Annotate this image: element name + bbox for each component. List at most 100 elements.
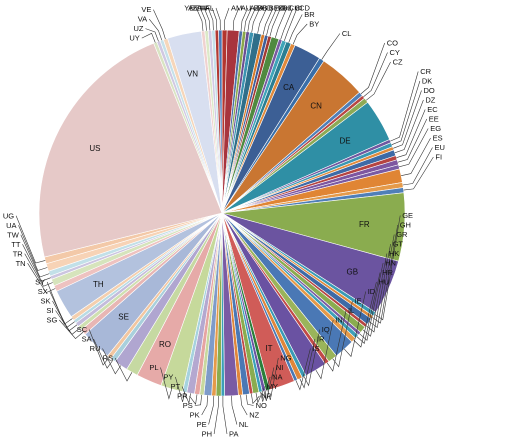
slice-label-it: IT	[265, 344, 272, 353]
slice-label-nl: NL	[239, 420, 249, 429]
leader-line-za	[203, 7, 211, 31]
leader-line-pk	[201, 395, 208, 416]
leader-line-az	[240, 7, 248, 32]
leader-line-nz	[240, 395, 248, 416]
slice-label-hu: HU	[378, 278, 389, 287]
slice-al	[218, 29, 223, 214]
slice-label-dk: DK	[422, 77, 432, 86]
leader-line-tt	[22, 244, 51, 282]
leader-line-al	[215, 7, 221, 31]
leader-line-ci	[280, 7, 294, 40]
slice-label-pk: PK	[190, 411, 200, 420]
leader-line-cd	[284, 7, 298, 42]
slice-label-nz: NZ	[249, 411, 259, 420]
leader-line-bj	[269, 7, 281, 37]
slice-label-my: MY	[267, 382, 278, 391]
pie-slices	[38, 29, 406, 397]
slice-label-cd: CD	[299, 4, 310, 13]
leader-line-uz	[145, 28, 159, 42]
slice-label-sx: SX	[38, 287, 48, 296]
leader-line-ps	[194, 394, 202, 406]
slice-label-cz: CZ	[393, 58, 403, 67]
leader-line-gh	[372, 224, 398, 324]
slice-label-tt: TT	[11, 240, 21, 249]
leader-line-ye	[196, 7, 204, 32]
leader-line-ae	[199, 7, 207, 31]
slice-label-ge: GE	[402, 211, 413, 220]
slice-label-il: IL	[348, 306, 354, 315]
slice-label-za: ZA	[193, 4, 203, 13]
slice-label-uy: UY	[129, 34, 139, 43]
leader-line-co	[360, 42, 385, 95]
leader-line-bd	[251, 7, 261, 33]
slice-label-pe: PE	[197, 420, 207, 429]
slice-label-ph: PH	[202, 430, 212, 439]
slice-label-cn: CN	[310, 102, 322, 111]
leader-line-ng	[267, 357, 279, 400]
leader-line-my	[255, 386, 266, 404]
leader-line-dk	[391, 80, 421, 145]
leader-line-ua	[18, 225, 48, 271]
slice-label-us: US	[89, 144, 100, 153]
leader-line-pl	[160, 367, 172, 400]
slice-label-do: DO	[424, 86, 435, 95]
leader-line-eg	[399, 128, 429, 168]
leader-line-sg	[59, 319, 84, 340]
slice-label-ug: UG	[3, 211, 14, 220]
slice-label-ee: EE	[429, 115, 439, 124]
slice-label-tr: TR	[13, 249, 24, 258]
slice-label-se: SE	[118, 312, 129, 321]
slice-label-ci: CI	[295, 4, 303, 13]
slice-labels: CA CN DE FR GB IT RO SE TH US VN AMAUAZBABBBDBEBGBH…	[3, 4, 445, 439]
slice-label-be: BE	[269, 4, 279, 13]
slice-label-es: ES	[433, 134, 443, 143]
leader-line-in	[315, 319, 334, 380]
leader-line-be	[257, 7, 267, 34]
slice-label-na: NA	[272, 373, 282, 382]
leader-line-rs	[114, 357, 133, 382]
leader-line-fi	[403, 156, 434, 191]
slice-label-ng: NG	[280, 354, 291, 363]
leader-line-hn	[359, 262, 384, 341]
slice-label-rs: RS	[103, 354, 113, 363]
leader-line-hu	[353, 281, 377, 348]
leader-line-iq	[303, 329, 321, 387]
leader-line-dz	[394, 99, 424, 154]
slice-label-pr: PR	[177, 392, 188, 401]
slice-label-ye: YE	[184, 4, 194, 13]
leader-line-br	[288, 14, 303, 43]
leader-line-cl	[321, 33, 341, 60]
slice-label-eg: EG	[430, 124, 441, 133]
leader-line-pa	[222, 396, 228, 435]
leader-line-no	[245, 394, 254, 406]
slice-label-gr: GR	[396, 230, 408, 239]
slice-label-bd: BD	[262, 4, 273, 13]
leader-line-py	[175, 376, 185, 402]
slice-label-al: AL	[205, 4, 214, 13]
leader-line-ph	[213, 395, 219, 435]
slice-label-co: CO	[387, 39, 398, 48]
slice-label-pl: PL	[149, 363, 158, 372]
leader-line-af	[211, 7, 218, 31]
slice-label-eu: EU	[435, 143, 445, 152]
leader-line-au	[232, 7, 240, 31]
leader-line-uy	[141, 32, 156, 43]
slice-label-zm: ZM	[195, 4, 206, 13]
slice-label-ve: VE	[141, 5, 151, 14]
leader-line-do	[393, 90, 422, 149]
slice-label-ch: CH	[289, 4, 300, 13]
slice-label-tw: TW	[7, 230, 20, 239]
slice-label-dz: DZ	[425, 96, 435, 105]
slice-label-hr: HR	[382, 268, 393, 277]
slice-label-sa: SA	[82, 335, 92, 344]
slice-label-fr: FR	[359, 220, 370, 229]
slice-label-br: BR	[304, 10, 315, 19]
leader-lines	[15, 7, 434, 435]
slice-label-th: TH	[93, 280, 104, 289]
slice-label-ni: NI	[276, 363, 284, 372]
slice-label-iq: IQ	[322, 325, 330, 334]
leader-line-ch	[275, 7, 288, 38]
leader-line-eu	[402, 147, 433, 186]
slice-label-ec: EC	[427, 105, 438, 114]
leader-line-tw	[20, 234, 50, 278]
